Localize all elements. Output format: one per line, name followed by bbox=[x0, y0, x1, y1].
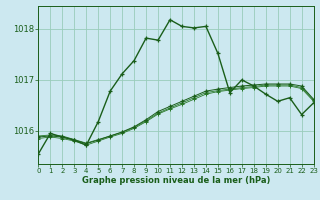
X-axis label: Graphe pression niveau de la mer (hPa): Graphe pression niveau de la mer (hPa) bbox=[82, 176, 270, 185]
